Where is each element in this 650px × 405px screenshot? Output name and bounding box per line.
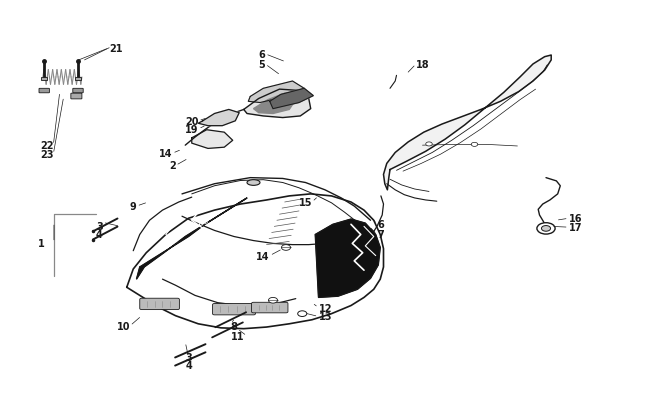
Text: 11: 11: [231, 331, 244, 341]
Text: 3: 3: [185, 352, 192, 362]
Text: 20: 20: [185, 117, 198, 126]
Circle shape: [298, 311, 307, 317]
FancyBboxPatch shape: [140, 298, 179, 310]
Circle shape: [268, 298, 278, 303]
Text: 3: 3: [96, 222, 103, 232]
Text: 18: 18: [416, 60, 430, 70]
Polygon shape: [248, 82, 304, 103]
FancyBboxPatch shape: [73, 89, 83, 94]
FancyBboxPatch shape: [213, 304, 255, 315]
Polygon shape: [384, 56, 551, 190]
Polygon shape: [136, 198, 247, 279]
Ellipse shape: [247, 180, 260, 186]
Text: 14: 14: [256, 251, 270, 261]
Text: 13: 13: [318, 312, 332, 322]
Text: 1: 1: [38, 238, 44, 248]
Circle shape: [537, 223, 555, 234]
Circle shape: [281, 245, 291, 251]
Text: 7: 7: [377, 230, 384, 240]
Text: 4: 4: [185, 360, 192, 370]
FancyBboxPatch shape: [71, 94, 82, 100]
Text: ARCTIC CAT: ARCTIC CAT: [177, 219, 210, 233]
FancyBboxPatch shape: [252, 303, 288, 313]
Polygon shape: [244, 90, 311, 118]
Circle shape: [541, 226, 551, 232]
Text: 10: 10: [116, 321, 130, 331]
FancyBboxPatch shape: [75, 78, 81, 81]
Polygon shape: [270, 89, 313, 109]
Text: 2: 2: [169, 161, 176, 171]
Text: 17: 17: [569, 223, 582, 232]
Circle shape: [471, 143, 478, 147]
FancyBboxPatch shape: [41, 78, 47, 81]
Circle shape: [426, 143, 432, 147]
Polygon shape: [198, 110, 239, 126]
Text: 8: 8: [231, 321, 238, 331]
Text: 23: 23: [40, 150, 53, 160]
Text: 12: 12: [318, 303, 332, 313]
FancyBboxPatch shape: [39, 89, 49, 94]
Text: 5: 5: [259, 60, 265, 70]
Text: 9: 9: [130, 202, 136, 211]
Text: 14: 14: [159, 149, 172, 159]
Text: 19: 19: [185, 125, 198, 134]
Polygon shape: [127, 194, 384, 329]
Text: 22: 22: [40, 141, 53, 151]
Text: 15: 15: [298, 198, 312, 207]
Text: 6: 6: [377, 220, 384, 230]
Polygon shape: [315, 220, 380, 298]
Text: 16: 16: [569, 214, 582, 224]
Text: 6: 6: [259, 50, 265, 60]
Text: 21: 21: [109, 44, 123, 53]
Polygon shape: [192, 130, 233, 149]
Polygon shape: [254, 94, 296, 114]
Text: 4: 4: [96, 230, 103, 240]
